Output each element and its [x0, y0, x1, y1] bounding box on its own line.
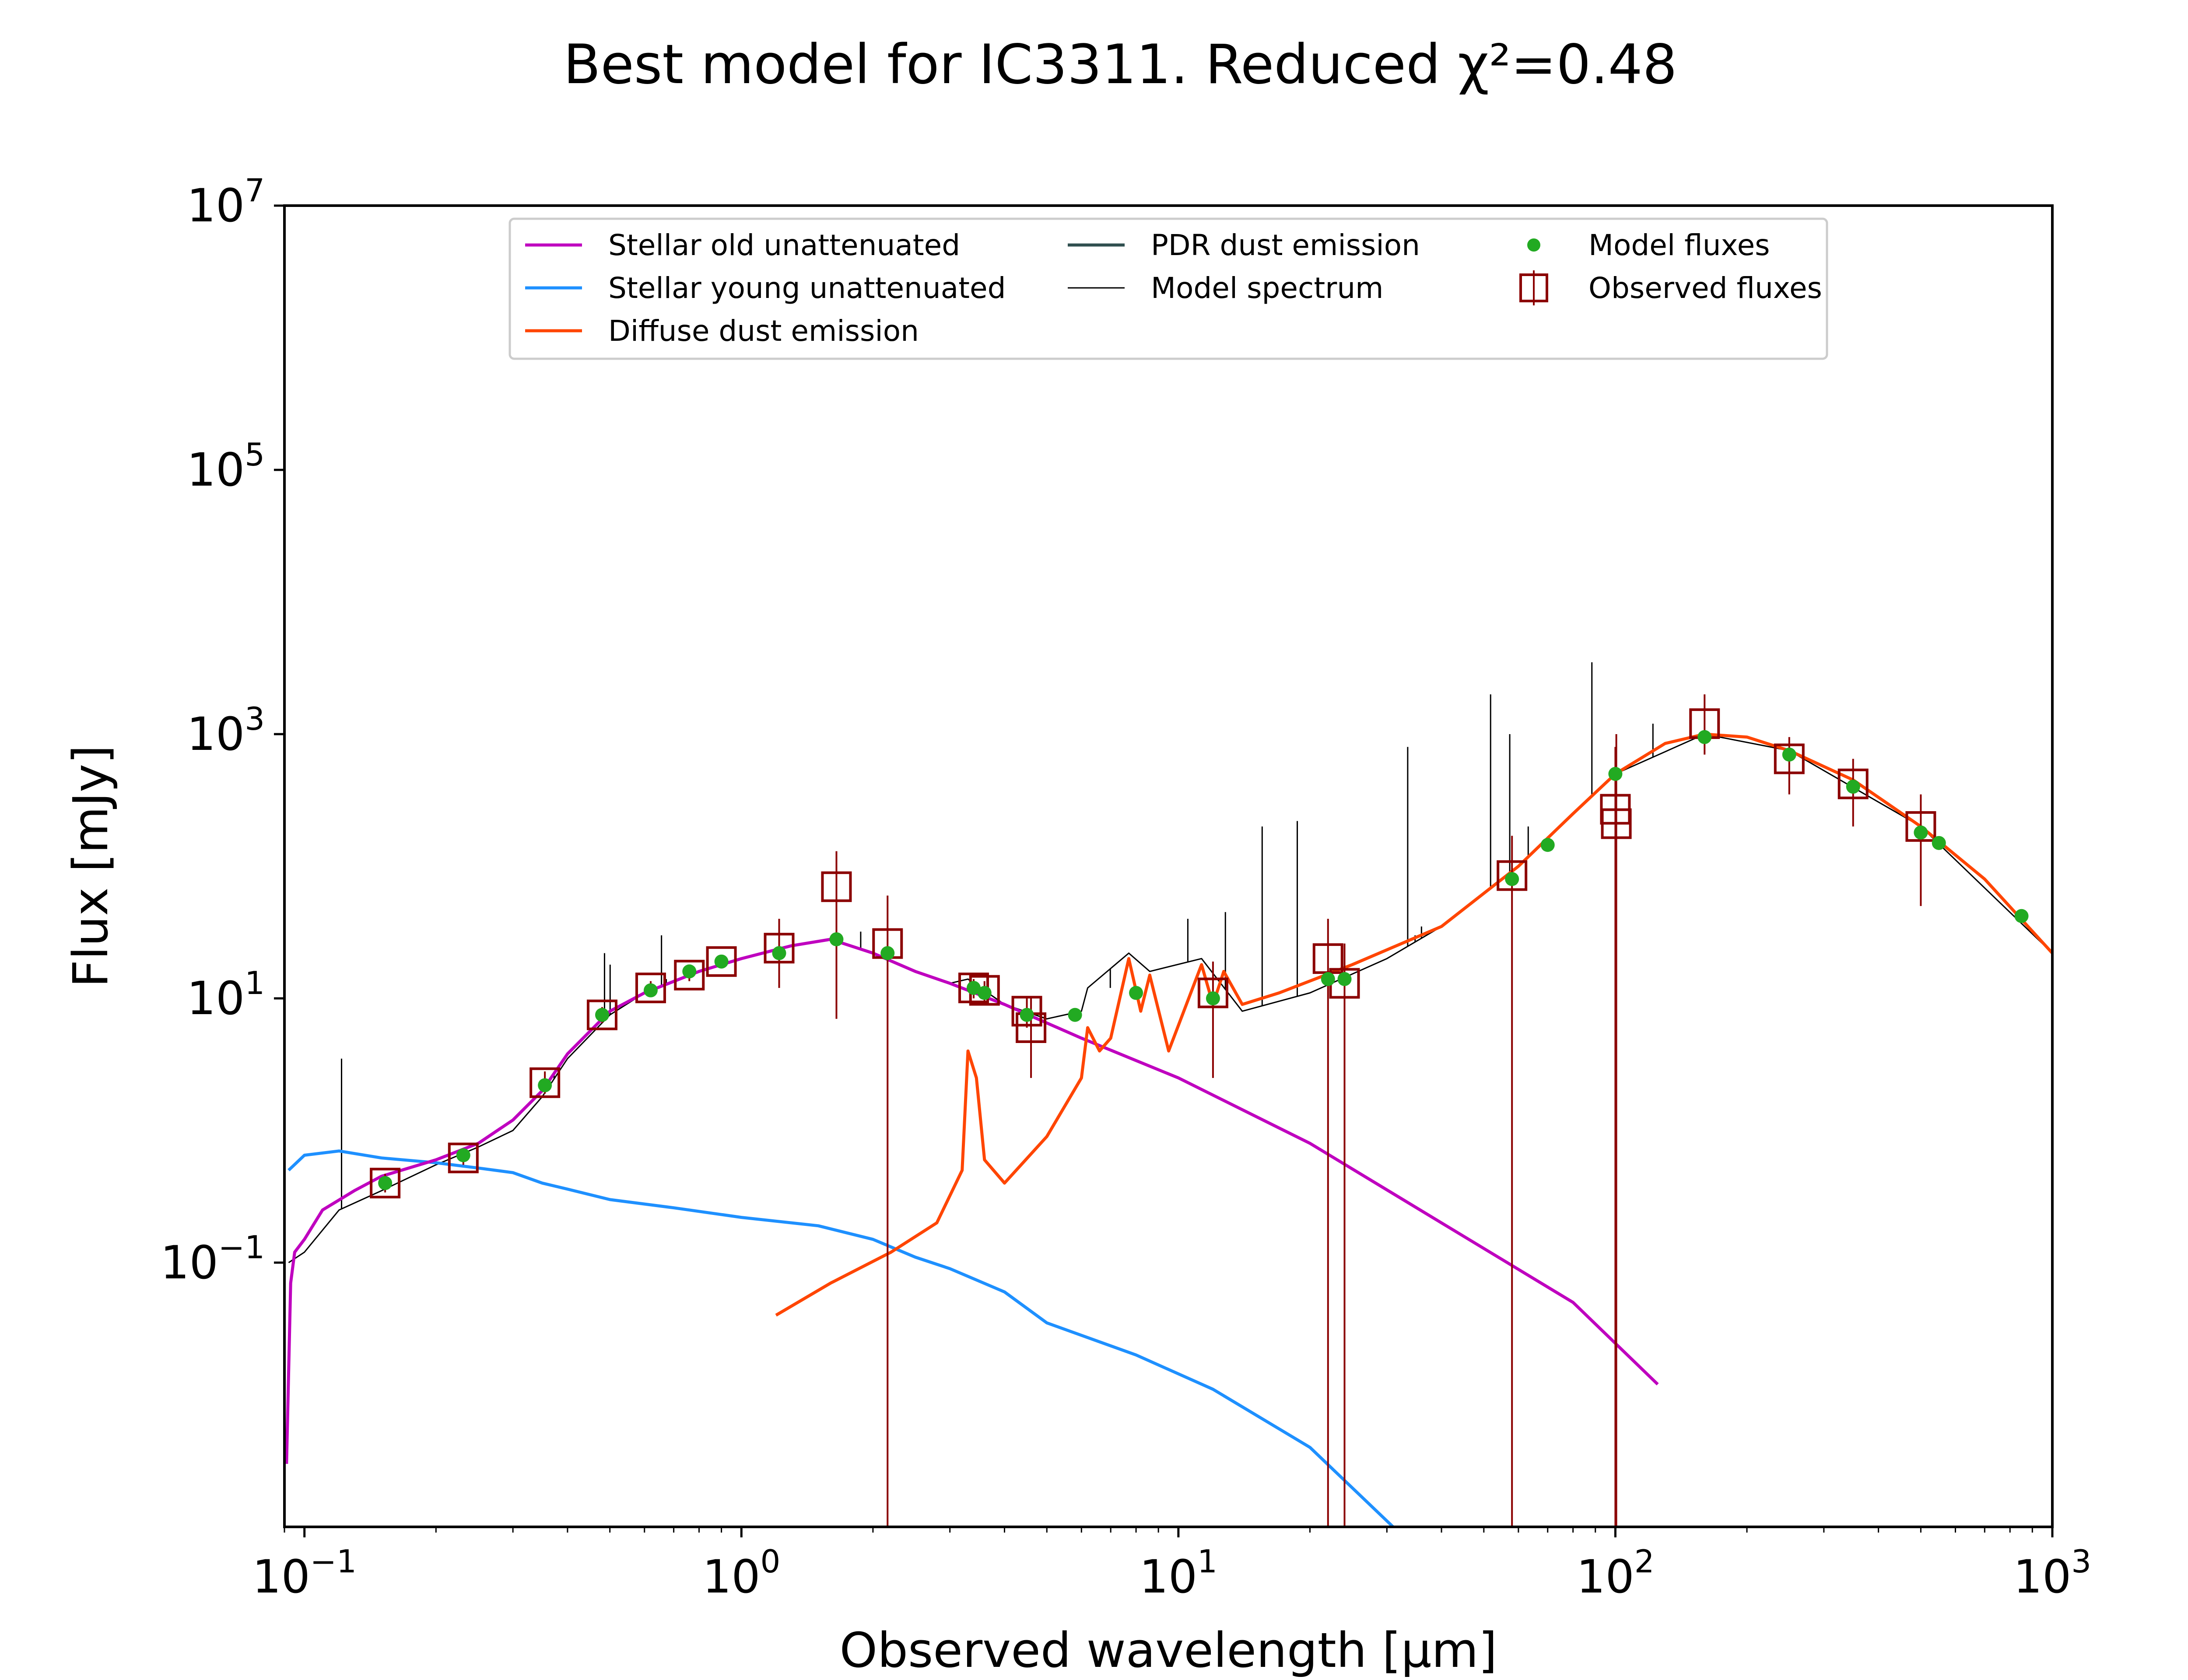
x-axis-label: Observed wavelength [μm] [840, 1622, 1497, 1678]
observed-flux-marker [1601, 808, 1632, 839]
observed-flux-marker [1497, 860, 1528, 891]
model-flux-point [643, 983, 658, 998]
legend-swatch [1519, 273, 1548, 302]
model-flux-point [977, 986, 992, 1000]
diffuse-dust-line [775, 732, 2054, 1317]
observed-flux-marker [706, 946, 737, 977]
model-flux-point [2014, 909, 2029, 923]
observed-flux-marker [1774, 743, 1805, 774]
chart-title: Best model for IC3311. Reduced χ²=0.48 [563, 33, 1677, 96]
y-axis: 10−1 101 103 105 107 [161, 172, 284, 1289]
model-flux-point [378, 1176, 393, 1190]
model-flux-point [456, 1148, 470, 1162]
model-flux-point [829, 932, 844, 946]
y-tick-label: 101 [187, 965, 265, 1025]
observed-flux-marker [1837, 768, 1869, 799]
model-flux-point [595, 1008, 609, 1022]
model-flux-point [1068, 1008, 1082, 1022]
legend-label: Stellar old unattenuated [608, 228, 960, 262]
observed-flux-marker [764, 933, 795, 964]
observed-flux-marker [370, 1168, 401, 1199]
y-tick-label: 105 [187, 436, 265, 497]
observed-flux-marker [1011, 996, 1042, 1027]
legend-label: Diffuse dust emission [608, 314, 919, 348]
y-tick-label: 103 [187, 700, 265, 761]
observed-flux-marker [1197, 977, 1228, 1008]
model-flux-point [1337, 972, 1352, 986]
plot-frame [284, 206, 2052, 1527]
model-flux-point [772, 946, 786, 960]
legend-label: Model spectrum [1151, 271, 1383, 305]
model-flux-point [1020, 1008, 1034, 1022]
observed-flux-marker [586, 999, 617, 1030]
y-tick-label: 10−1 [161, 1229, 265, 1289]
x-tick-label: 103 [2013, 1543, 2091, 1603]
legend-box [508, 217, 1828, 360]
x-tick-label: 101 [1140, 1543, 1217, 1603]
plot-area [283, 204, 2054, 1528]
model-flux-point [880, 946, 895, 960]
plot-border [283, 204, 2054, 1528]
model-flux-point [1932, 836, 1946, 850]
model-flux-point [714, 954, 729, 969]
model-flux-point [1782, 747, 1796, 762]
model-flux-point [1914, 825, 1928, 840]
legend-swatch [1527, 238, 1540, 252]
legend-label: Stellar young unattenuated [608, 271, 1006, 305]
legend-label: Model fluxes [1588, 228, 1770, 262]
model-flux-point [1697, 730, 1712, 744]
y-axis-label: Flux [mJy] [63, 745, 119, 987]
x-axis: 10−1 100 101 102 103 [252, 1527, 2091, 1603]
model-flux-point [1129, 986, 1143, 1000]
model-flux-point [682, 964, 697, 979]
model-flux-point [538, 1078, 552, 1092]
stellar-young-line [288, 1149, 1394, 1528]
y-tick-label: 107 [187, 172, 265, 232]
legend: Stellar old unattenuated Stellar young un… [508, 217, 1828, 360]
model-flux-point [966, 981, 981, 995]
x-tick-label: 100 [702, 1543, 780, 1603]
model-flux-point [1540, 838, 1555, 852]
observed-flux-marker [635, 973, 666, 1004]
observed-flux-marker [448, 1142, 479, 1173]
x-tick-label: 10−1 [252, 1543, 356, 1603]
legend-label: Observed fluxes [1588, 271, 1822, 305]
stellar-old-line [285, 938, 1659, 1464]
model-flux-point [1846, 780, 1860, 794]
observed-flux-marker [674, 959, 705, 990]
series-layer [285, 662, 2054, 1528]
observed-flux-marker [529, 1067, 561, 1098]
model-flux-point [1321, 972, 1335, 986]
observed-flux-marker [821, 871, 852, 902]
x-tick-label: 102 [1576, 1543, 1654, 1603]
model-flux-point [1608, 766, 1623, 781]
model-flux-point [1206, 991, 1220, 1005]
legend-label: PDR dust emission [1151, 228, 1420, 262]
model-flux-point [1505, 872, 1519, 886]
observed-flux-marker [1905, 811, 1936, 842]
